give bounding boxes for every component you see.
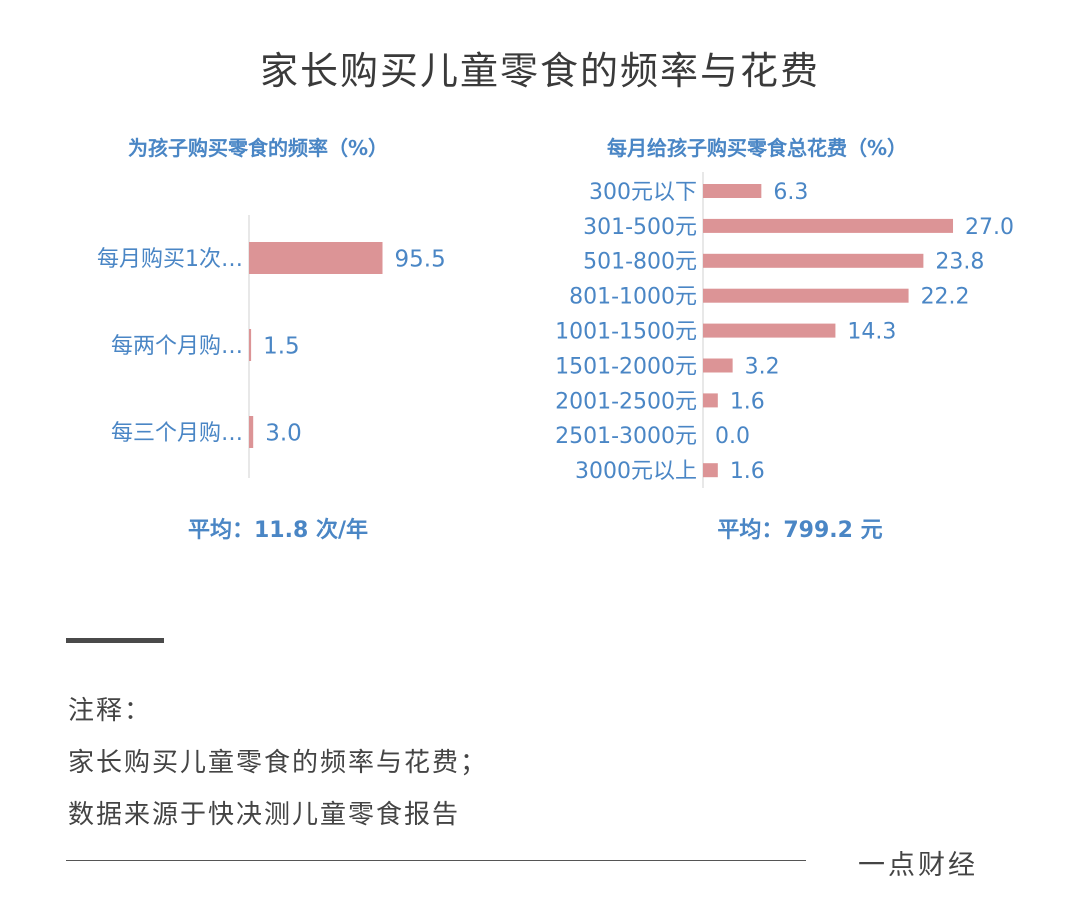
charts-canvas: 为孩子购买零食的频率（%） 每月购买1次… 95.5 每两个月购… 1.5 每三个月购… 3… bbox=[97, 136, 1014, 543]
chart2-category-label: 801-1000元 bbox=[569, 285, 697, 310]
notes-block: 注释： 家长购买儿童零食的频率与花费； 数据来源于快决测儿童零食报告 bbox=[68, 685, 488, 841]
chart2-bar bbox=[703, 253, 924, 268]
chart2-data-label: 14.3 bbox=[847, 320, 896, 345]
chart1-category-label: 每两个月购… bbox=[111, 334, 243, 359]
notes-heading: 注释： bbox=[68, 696, 153, 726]
chart2-bar bbox=[703, 184, 762, 198]
chart2-category-label: 1001-1500元 bbox=[555, 320, 697, 345]
chart1-bar bbox=[249, 329, 252, 361]
chart1-title: 为孩子购买零食的频率（%） bbox=[128, 136, 388, 160]
chart2-data-label: 3.2 bbox=[745, 354, 780, 379]
chart1-bar bbox=[249, 416, 254, 448]
chart2-category-label: 3000元以上 bbox=[575, 459, 697, 484]
chart1-data-label: 95.5 bbox=[395, 246, 446, 272]
brand-label: 一点财经 bbox=[858, 850, 978, 881]
chart2-category-label: 2001-2500元 bbox=[555, 389, 697, 414]
chart2-bar bbox=[703, 218, 954, 233]
chart1-data-label: 3.0 bbox=[265, 420, 302, 446]
chart2-data-label: 23.8 bbox=[935, 250, 984, 275]
chart1-category-label: 每三个月购… bbox=[111, 421, 243, 446]
decorative-divider bbox=[66, 638, 164, 643]
chart2-category-label: 1501-2000元 bbox=[555, 354, 697, 379]
chart2-data-label: 1.6 bbox=[730, 459, 765, 484]
chart2-category-label: 300元以下 bbox=[589, 180, 697, 205]
chart1-bar bbox=[249, 242, 383, 274]
footer-divider bbox=[66, 860, 806, 861]
chart1-average-summary: 平均：11.8 次/年 bbox=[188, 517, 368, 543]
notes-line-1: 家长购买儿童零食的频率与花费； bbox=[68, 748, 489, 778]
chart2-bar bbox=[703, 288, 909, 303]
chart1-category-label: 每月购买1次… bbox=[97, 247, 243, 272]
chart2-category-label: 301-500元 bbox=[583, 215, 697, 240]
chart2-bar bbox=[703, 393, 718, 408]
chart2-bar bbox=[703, 358, 733, 373]
page-title: 家长购买儿童零食的频率与花费 bbox=[259, 49, 820, 93]
chart2-data-label: 6.3 bbox=[773, 180, 808, 205]
chart2-data-label: 1.6 bbox=[730, 389, 765, 414]
chart2-bar bbox=[703, 463, 718, 478]
notes-line-2: 数据来源于快决测儿童零食报告 bbox=[68, 800, 461, 830]
chart2-data-label: 27.0 bbox=[965, 215, 1014, 240]
chart2-category-label: 501-800元 bbox=[583, 250, 697, 275]
chart2-data-label: 22.2 bbox=[921, 285, 970, 310]
chart2-average-summary: 平均：799.2 元 bbox=[717, 517, 882, 543]
chart1-data-label: 1.5 bbox=[263, 333, 300, 359]
chart2-title: 每月给孩子购买零食总花费（%） bbox=[607, 136, 907, 160]
chart2-bar bbox=[703, 323, 836, 338]
chart2-data-label: 0.0 bbox=[715, 424, 750, 449]
chart2-category-label: 2501-3000元 bbox=[555, 424, 697, 449]
